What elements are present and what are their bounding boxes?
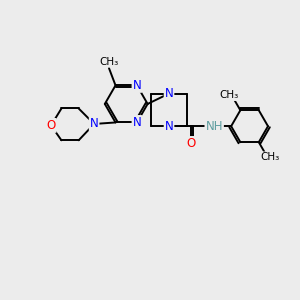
Text: N: N [165,120,173,133]
Text: CH₃: CH₃ [261,152,280,162]
Text: CH₃: CH₃ [99,57,119,67]
Text: O: O [187,137,196,150]
Text: N: N [133,79,141,92]
Text: N: N [165,87,173,100]
Text: O: O [46,119,56,132]
Text: CH₃: CH₃ [220,90,239,100]
Text: NH: NH [206,120,223,133]
Text: N: N [133,116,141,129]
Text: N: N [90,117,98,130]
